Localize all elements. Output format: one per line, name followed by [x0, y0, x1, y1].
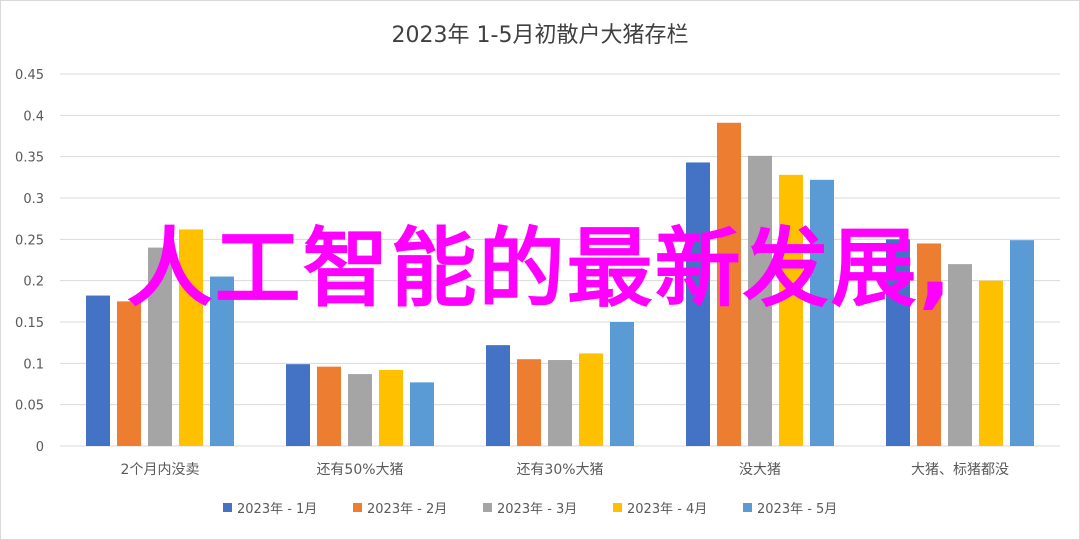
bar [779, 174, 803, 446]
bar [86, 295, 110, 446]
y-tick-label: 0.05 [15, 399, 44, 414]
x-category-label: 还有30%大猪 [516, 462, 603, 478]
bar [579, 353, 603, 446]
bar [886, 239, 910, 446]
bar [686, 162, 710, 446]
legend-label: 2023年 - 5月 [757, 502, 837, 517]
bar [486, 345, 510, 446]
bar [810, 179, 834, 446]
legend-item: 2023年 - 4月 [613, 502, 707, 517]
x-axis-category-labels: 2个月内没卖 还有50%大猪 还有30%大猪 没大猪 大猪、标猪都没 [121, 462, 1009, 478]
legend-item: 2023年 - 2月 [353, 502, 447, 517]
bar [948, 264, 972, 446]
legend-label: 2023年 - 2月 [367, 502, 447, 517]
legend-label: 2023年 - 3月 [497, 502, 577, 517]
bar [917, 243, 941, 446]
bar [1010, 240, 1034, 446]
overlay-banner-text: 人工智能的最新发展, [126, 219, 954, 319]
y-tick-label: 0.4 [23, 109, 44, 124]
y-tick-label: 0.35 [15, 151, 44, 166]
bar [610, 322, 634, 446]
y-tick-label: 0 [36, 440, 44, 455]
legend-label: 2023年 - 4月 [627, 502, 707, 517]
legend: 2023年 - 1月 2023年 - 2月 2023年 - 3月 2023年 - 4月… [223, 502, 837, 517]
y-tick-label: 0.45 [15, 68, 44, 83]
bar [117, 301, 141, 446]
y-tick-label: 0.1 [23, 357, 44, 372]
legend-item: 2023年 - 5月 [743, 502, 837, 517]
legend-item: 2023年 - 1月 [223, 502, 317, 517]
legend-swatch [743, 503, 752, 512]
bar [210, 276, 234, 446]
legend-swatch [223, 503, 232, 512]
x-category-label: 大猪、标猪都没 [911, 462, 1009, 478]
legend-swatch [353, 503, 362, 512]
y-tick-label: 0.2 [23, 275, 44, 290]
bar [148, 247, 172, 446]
bar [317, 366, 341, 446]
x-category-label: 还有50%大猪 [316, 462, 403, 478]
legend-swatch [483, 503, 492, 512]
bar [379, 369, 403, 446]
bar [410, 382, 434, 446]
bars [86, 122, 1034, 447]
legend-item: 2023年 - 3月 [483, 502, 577, 517]
bar [717, 122, 741, 447]
y-tick-label: 0.25 [15, 233, 44, 248]
bar [286, 364, 310, 446]
chart-title: 2023年 1-5月初散户大猪存栏 [392, 23, 689, 48]
y-tick-label: 0.3 [23, 192, 44, 207]
bar [517, 359, 541, 446]
legend-swatch [613, 503, 622, 512]
bar [979, 280, 1003, 446]
bar [548, 360, 572, 446]
y-axis-tick-labels: 0 0.05 0.1 0.15 0.2 0.25 0.3 0.35 0.4 0.45 [15, 68, 44, 455]
y-tick-label: 0.15 [15, 316, 44, 331]
bar [348, 374, 372, 446]
bar [748, 155, 772, 446]
x-category-label: 2个月内没卖 [121, 462, 200, 478]
x-category-label: 没大猪 [739, 462, 781, 478]
legend-label: 2023年 - 1月 [237, 502, 317, 517]
bar [179, 229, 203, 446]
